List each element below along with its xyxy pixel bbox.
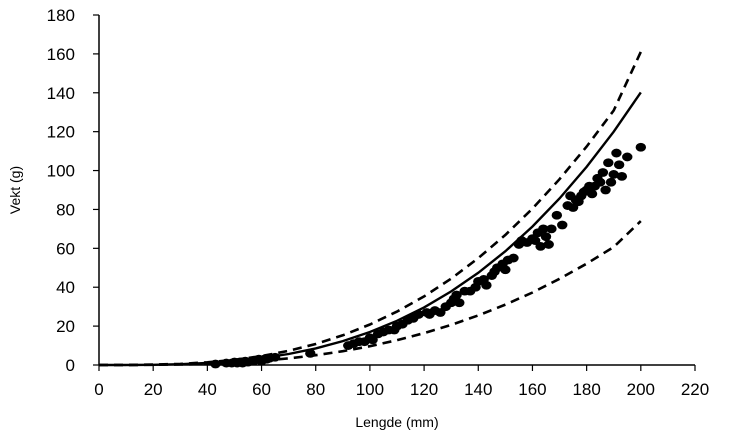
data-point	[538, 224, 549, 234]
x-tick-label: 200	[627, 380, 655, 399]
x-tick-label: 180	[572, 380, 600, 399]
data-point	[557, 220, 568, 230]
data-point	[603, 158, 614, 168]
data-point	[594, 177, 606, 187]
data-point	[269, 352, 281, 362]
data-point	[546, 224, 557, 234]
x-tick-label: 100	[356, 380, 384, 399]
data-point	[500, 265, 511, 275]
y-tick-label: 120	[47, 123, 75, 142]
dashed-bound-curve	[99, 51, 642, 367]
data-point	[540, 232, 552, 242]
x-tick-label: 160	[518, 380, 546, 399]
x-tick-label: 140	[464, 380, 492, 399]
data-point	[508, 253, 519, 263]
x-tick-label: 60	[252, 380, 271, 399]
y-tick-label: 100	[47, 162, 75, 181]
data-point	[616, 171, 628, 181]
data-point	[613, 160, 625, 170]
data-point	[454, 298, 465, 308]
y-tick-label: 80	[56, 200, 75, 219]
data-point	[543, 240, 554, 249]
data-point	[611, 148, 622, 158]
data-point	[551, 210, 563, 220]
data-point	[635, 142, 647, 152]
data-point	[597, 168, 609, 177]
data-point	[535, 241, 546, 251]
data-point	[605, 177, 617, 187]
y-tick-label: 180	[47, 6, 75, 25]
y-tick-label: 40	[56, 278, 75, 297]
y-tick-label: 0	[66, 356, 75, 375]
y-axis-title: Vekt (g)	[7, 166, 23, 214]
data-point	[600, 185, 611, 195]
data-point	[413, 310, 424, 319]
y-axis-ticks: 0 20 40 60 80 100 120 140 160 180	[47, 6, 99, 375]
y-tick-label: 160	[47, 45, 75, 64]
plot-area	[99, 51, 647, 369]
data-point	[210, 359, 221, 369]
x-tick-label: 40	[198, 380, 217, 399]
data-point	[608, 170, 619, 179]
x-tick-label: 0	[94, 380, 103, 399]
y-tick-label: 140	[47, 84, 75, 103]
x-axis-title: Lengde (mm)	[355, 414, 438, 430]
y-tick-label: 20	[56, 317, 75, 336]
data-point	[305, 348, 316, 358]
data-point	[451, 290, 462, 300]
x-tick-label: 120	[410, 380, 438, 399]
y-tick-label: 60	[56, 239, 75, 258]
data-point	[622, 152, 633, 162]
data-point	[586, 189, 598, 199]
x-axis-ticks: 0 20 40 60 80 100 120 140 160 180 200 220	[94, 365, 709, 399]
data-point	[481, 280, 492, 290]
x-tick-label: 220	[681, 380, 709, 399]
x-tick-label: 20	[144, 380, 163, 399]
x-tick-label: 80	[306, 380, 325, 399]
axes: 0 20 40 60 80 100 120 140 160 180 200 220 0 20 40 60 80…	[47, 6, 710, 399]
